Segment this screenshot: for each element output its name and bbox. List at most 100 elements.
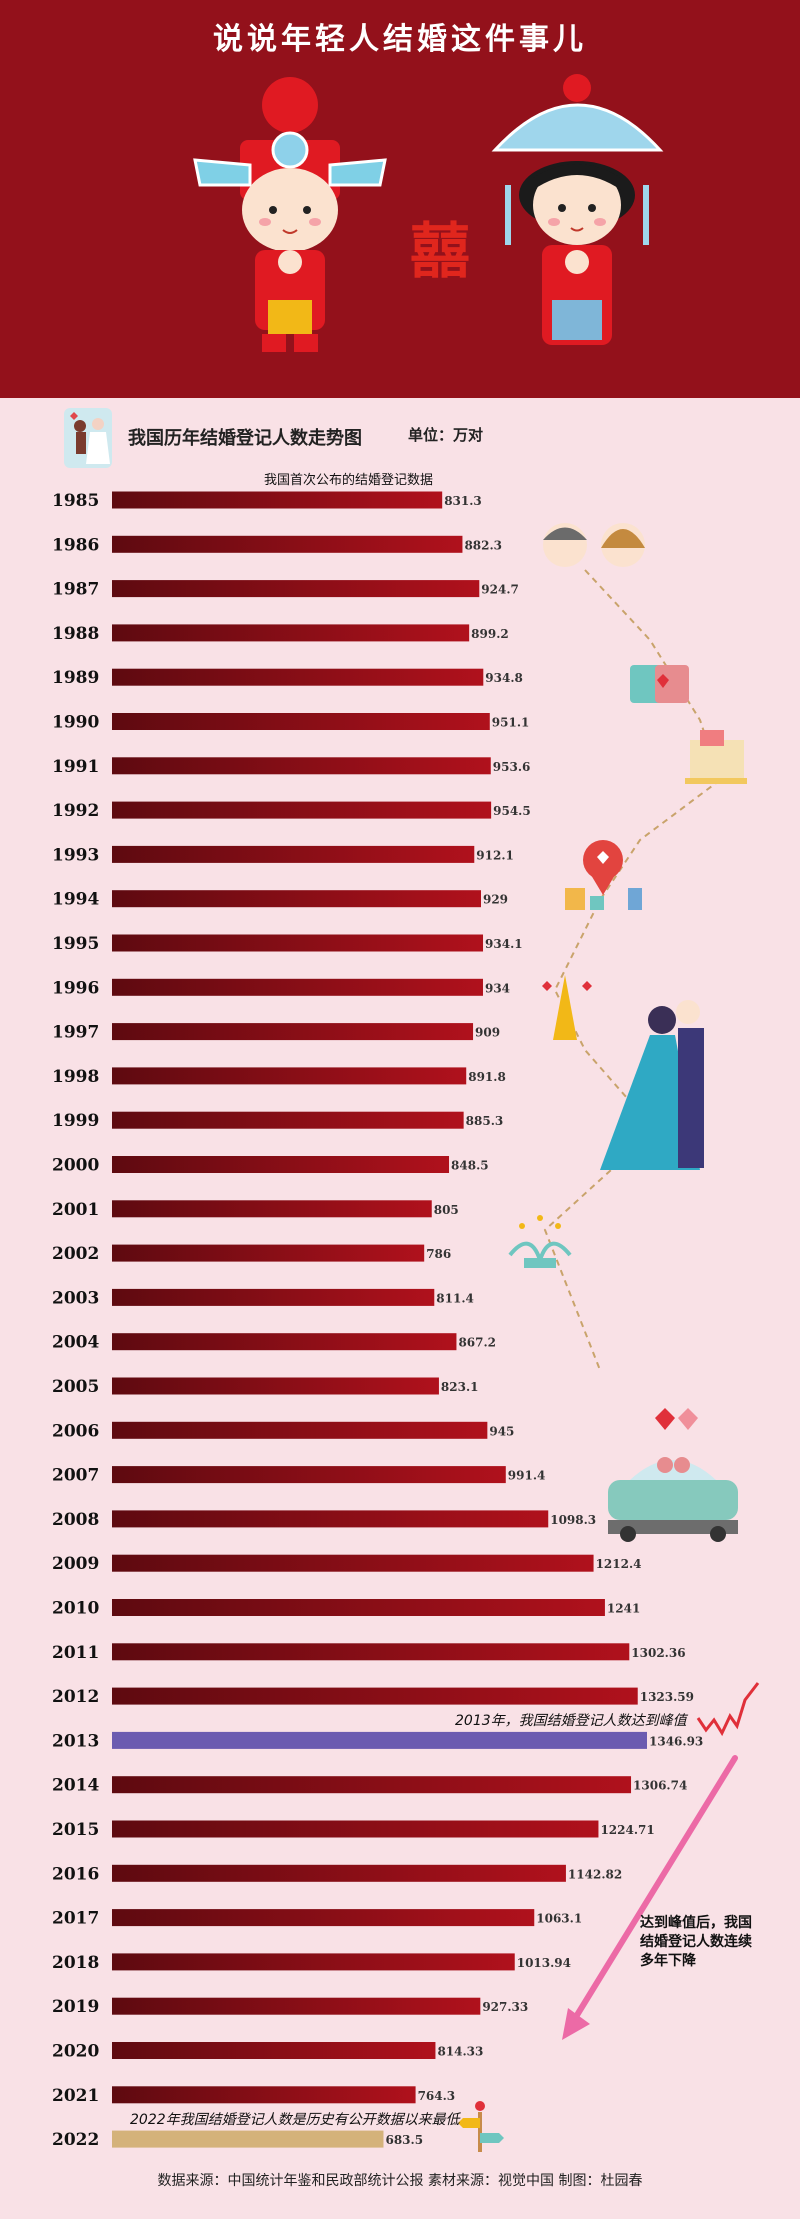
value-label: 823.1: [441, 1380, 479, 1394]
bar-2019: [112, 1997, 481, 2015]
location-heart-icon: [565, 840, 642, 910]
hero-illustration: 囍: [193, 74, 664, 352]
year-label: 2011: [52, 1643, 99, 1663]
chart-title: 我国历年结婚登记人数走势图: [128, 428, 362, 449]
value-label: 929: [483, 893, 508, 907]
value-label: 805: [434, 1203, 459, 1217]
year-label: 2010: [52, 1599, 99, 1619]
year-label: 2014: [52, 1776, 99, 1796]
value-label: 953.6: [493, 760, 531, 774]
annotation-decline: 达到峰值后，我国结婚登记人数连续多年下降: [640, 1915, 752, 1969]
bar-1986: [112, 535, 463, 553]
value-label: 954.5: [493, 804, 531, 818]
value-label: 924.7: [481, 583, 519, 597]
bar-2002: [112, 1244, 425, 1262]
year-label: 2015: [52, 1820, 99, 1840]
bar-2014: [112, 1776, 632, 1794]
trend-line-icon: [696, 1682, 760, 1737]
gift-icon: [685, 730, 747, 784]
year-label: 1987: [52, 580, 99, 600]
bride-icon: [491, 74, 664, 345]
bar-2022: [112, 2130, 384, 2148]
bar-2007: [112, 1466, 506, 1484]
couple-heads-icon: [543, 523, 645, 567]
value-label: 1306.74: [633, 1779, 687, 1793]
year-label: 2020: [52, 2042, 99, 2062]
bar-2020: [112, 2042, 436, 2059]
bar-2005: [112, 1377, 439, 1395]
annotation-lowest: 2022年我国结婚登记人数是历史有公开数据以来最低: [130, 2112, 460, 2128]
year-label: 1993: [52, 845, 99, 865]
bar-1992: [112, 801, 492, 819]
bar-1990: [112, 713, 490, 730]
hero-banner: 囍 说说年轻人结婚这件事儿: [0, 0, 800, 398]
bar-2021: [112, 2086, 416, 2104]
year-label: 2004: [52, 1333, 99, 1353]
year-label: 1988: [52, 624, 99, 644]
year-label: 2008: [52, 1510, 99, 1530]
year-label: 2017: [52, 1909, 99, 1929]
value-label: 831.3: [444, 494, 482, 508]
bar-1996: [112, 978, 483, 996]
bar-1987: [112, 580, 480, 598]
value-label: 885.3: [466, 1114, 504, 1128]
year-label: 2022: [52, 2130, 99, 2150]
value-label: 1241: [607, 1602, 640, 1616]
bar-2011: [112, 1643, 630, 1661]
wedding-car-icon: [608, 1408, 738, 1542]
bar-1997: [112, 1023, 474, 1041]
value-label: 1013.94: [517, 1956, 571, 1970]
value-label: 934.8: [485, 671, 523, 685]
bar-2018: [112, 1953, 515, 1971]
value-label: 891.8: [468, 1070, 506, 1084]
value-label: 912.1: [476, 848, 514, 862]
decline-arrow-icon: [562, 1755, 738, 2040]
value-label: 927.33: [482, 2000, 528, 2014]
year-label: 1999: [52, 1111, 99, 1131]
value-label: 786: [426, 1247, 451, 1261]
signpost-icon: [458, 2101, 504, 2152]
bar-2017: [112, 1909, 535, 1927]
bar-2006: [112, 1421, 488, 1439]
year-label: 2019: [52, 1997, 99, 2017]
year-label: 2016: [52, 1864, 99, 1884]
year-label: 2003: [52, 1288, 99, 1308]
annotation-first-data: 我国首次公布的结婚登记数据: [264, 473, 434, 488]
year-label: 1986: [52, 535, 99, 555]
bar-2008: [112, 1510, 549, 1528]
year-label: 2018: [52, 1953, 99, 1973]
year-label: 1997: [52, 1023, 99, 1043]
year-label: 1995: [52, 934, 99, 954]
year-label: 1998: [52, 1067, 99, 1087]
value-label: 848.5: [451, 1159, 489, 1173]
value-label: 991.4: [508, 1469, 546, 1483]
year-label: 2021: [52, 2086, 99, 2106]
year-label: 2007: [52, 1466, 99, 1486]
value-label: 811.4: [436, 1291, 474, 1305]
value-label: 1063.1: [536, 1912, 582, 1926]
value-label: 1212.4: [596, 1557, 642, 1571]
year-label: 1992: [52, 801, 99, 821]
bar-1991: [112, 757, 491, 775]
year-label: 2001: [52, 1200, 99, 1220]
footer-credits: 数据来源：中国统计年鉴和民政部统计公报 素材来源：视觉中国 制图：杜园春: [157, 2173, 643, 2189]
value-label: 1346.93: [649, 1734, 703, 1748]
value-label: 945: [489, 1424, 514, 1438]
year-label: 1991: [52, 757, 99, 777]
groom-icon: [193, 77, 387, 352]
value-label: 934: [485, 981, 510, 995]
bar-1999: [112, 1111, 464, 1129]
year-label: 2006: [52, 1421, 99, 1441]
value-label: 1302.36: [631, 1646, 685, 1660]
bar-1995: [112, 934, 484, 952]
bar-1989: [112, 668, 484, 686]
hero-title: 说说年轻人结婚这件事儿: [213, 22, 587, 57]
eiffel-tower-icon: [542, 975, 592, 1040]
value-label: 1323.59: [640, 1690, 694, 1704]
year-label: 2012: [52, 1687, 99, 1707]
value-label: 814.33: [437, 2045, 483, 2059]
bar-2004: [112, 1333, 457, 1351]
year-label: 2000: [52, 1156, 99, 1176]
value-label: 899.2: [471, 627, 509, 641]
